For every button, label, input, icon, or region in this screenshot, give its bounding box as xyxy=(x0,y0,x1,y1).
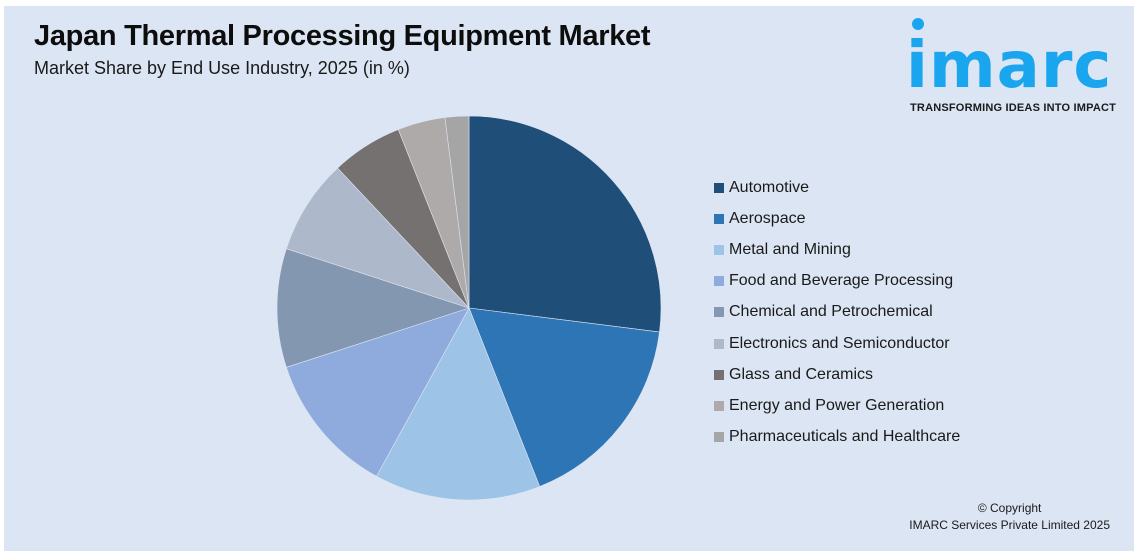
legend-label: Food and Beverage Processing xyxy=(729,272,954,290)
pie-slice-electronics-and-semiconductor xyxy=(286,167,470,309)
legend-label: Aerospace xyxy=(729,209,806,227)
logo-dot-icon xyxy=(912,18,924,30)
pie-slice-pharmaceuticals-and-healthcare xyxy=(444,115,470,309)
legend-swatch-icon xyxy=(714,276,724,287)
legend-swatch-icon xyxy=(714,213,724,224)
pie-slice-metal-and-mining xyxy=(376,307,541,500)
chart-card: Japan Thermal Processing Equipment Marke… xyxy=(4,6,1134,551)
legend-label: Automotive xyxy=(729,178,810,196)
legend-swatch-icon xyxy=(714,369,724,380)
legend-label: Glass and Ceramics xyxy=(729,365,874,383)
copyright-line-2: IMARC Services Private Limited 2025 xyxy=(909,518,1110,532)
logo-wordmark: imarc xyxy=(906,29,1113,103)
copyright-line-1: © Copyright xyxy=(977,501,1042,515)
chart-subtitle: Market Share by End Use Industry, 2025 (… xyxy=(34,58,410,78)
legend-item: Metal and Mining xyxy=(714,234,960,265)
pie-slice-aerospace xyxy=(468,307,660,487)
legend-swatch-icon xyxy=(714,182,724,193)
legend-swatch-icon xyxy=(714,432,724,443)
legend-item: Electronics and Semiconductor xyxy=(714,328,960,359)
legend-label: Chemical and Petrochemical xyxy=(729,303,933,321)
legend-swatch-icon xyxy=(714,307,724,318)
chart-legend: Automotive Aerospace Metal and Mining Food … xyxy=(714,172,960,453)
pie-slice-chemical-and-petrochemical xyxy=(276,248,470,368)
legend-item: Chemical and Petrochemical xyxy=(714,297,960,328)
legend-swatch-icon xyxy=(714,400,724,411)
legend-label: Pharmaceuticals and Healthcare xyxy=(729,428,961,446)
legend-item: Energy and Power Generation xyxy=(714,390,960,421)
legend-item: Pharmaceuticals and Healthcare xyxy=(714,422,960,453)
legend-item: Glass and Ceramics xyxy=(714,359,960,390)
logo-tagline: TRANSFORMING IDEAS INTO IMPACT xyxy=(910,102,1117,114)
legend-swatch-icon xyxy=(714,244,724,255)
legend-item: Automotive xyxy=(714,172,960,203)
legend-item: Food and Beverage Processing xyxy=(714,266,960,297)
legend-label: Energy and Power Generation xyxy=(729,396,945,414)
pie-chart xyxy=(276,115,662,500)
imarc-logo: imarc TRANSFORMING IDEAS INTO IMPACT xyxy=(906,18,1126,118)
legend-label: Metal and Mining xyxy=(729,240,851,258)
chart-title: Japan Thermal Processing Equipment Marke… xyxy=(34,20,651,52)
pie-slice-food-and-beverage-processing xyxy=(286,307,470,477)
legend-label: Electronics and Semiconductor xyxy=(729,334,950,352)
legend-swatch-icon xyxy=(714,338,724,349)
legend-item: Aerospace xyxy=(714,203,960,234)
pie-slice-automotive xyxy=(468,115,662,333)
copyright: © Copyright IMARC Services Private Limit… xyxy=(909,500,1110,534)
